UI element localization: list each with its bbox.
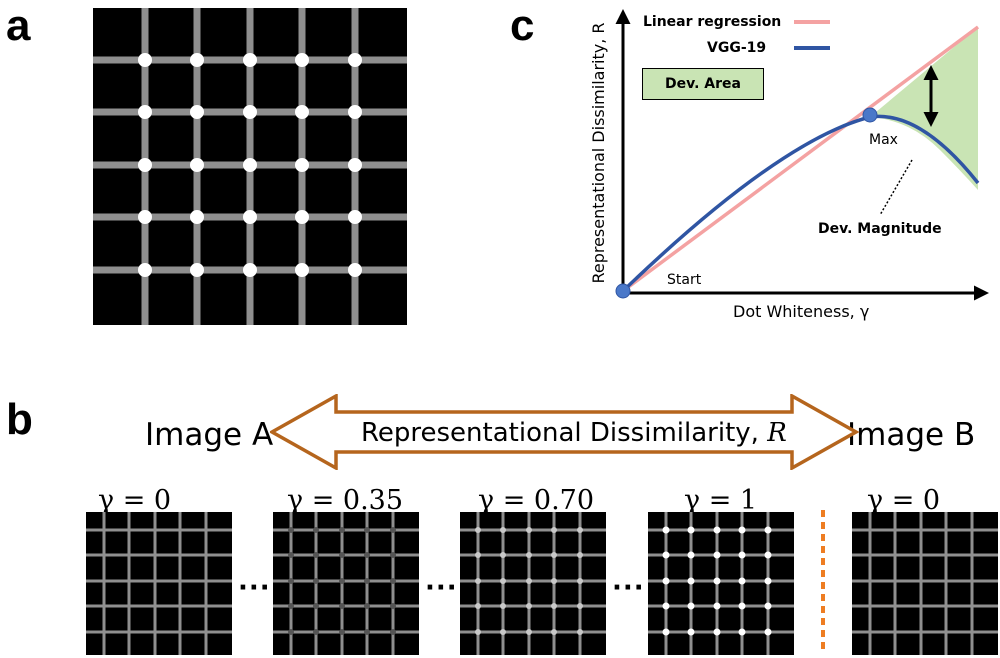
grid-image-b-gamma-0 [852,512,998,655]
gamma-label-1: γ = 0 [98,485,172,516]
max-point [862,107,878,123]
dev-magnitude-annotation: Dev. Magnitude [818,221,942,237]
ellipsis-1: ··· [238,573,271,603]
ellipsis-3: ··· [612,573,645,603]
image-b-label: Image B [847,417,976,453]
start-annotation: Start [667,272,702,288]
grid-image-gamma-0 [86,512,232,655]
grid-image-gamma-1 [648,512,794,655]
legend-dev-area: Dev. Area [642,68,764,100]
image-a-label: Image A [145,417,274,453]
grid-image-gamma-035 [273,512,419,655]
panel-a-label: a [6,1,31,50]
dissimilarity-arrow-text: Representational Dissimilarity, R [361,418,787,448]
hermann-grid-main [93,8,407,325]
gamma-label-5: γ = 0 [867,485,941,516]
y-axis-label: Representational Dissimilarity, R [589,22,608,284]
linear-regression-line [621,25,980,293]
max-annotation: Max [869,132,898,148]
panel-c-label: c [510,1,535,50]
grid-image-gamma-070 [460,512,606,655]
dissimilarity-arrow [270,394,860,470]
legend-linear-label: Linear regression [643,14,782,30]
panel-b-label: b [6,395,33,444]
gamma-label-2: γ = 0.35 [287,485,404,516]
orange-divider [821,510,825,654]
gamma-label-4: γ = 1 [684,485,758,516]
deviation-plot [615,9,989,301]
vgg19-curve [621,114,980,293]
x-axis-label: Dot Whiteness, γ [733,302,870,321]
gamma-label-3: γ = 0.70 [478,485,595,516]
ellipsis-2: ··· [425,573,458,603]
start-point [615,283,631,299]
dev-magnitude-leader [879,159,913,216]
legend-vgg-label: VGG-19 [707,40,767,56]
